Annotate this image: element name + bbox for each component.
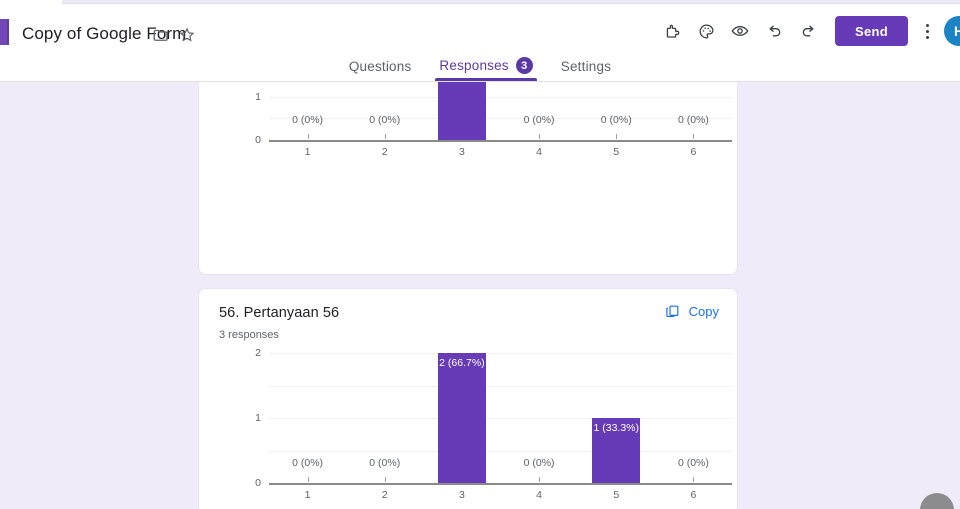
folder-icon[interactable] bbox=[152, 26, 170, 44]
star-icon[interactable] bbox=[178, 26, 196, 44]
x-axis-tick-mark bbox=[384, 134, 386, 139]
question-title: 56. Pertanyaan 56 bbox=[219, 305, 340, 321]
gridline bbox=[269, 118, 732, 120]
y-axis-tick-label: 0 bbox=[255, 477, 261, 489]
bar-value-label: 0 (0%) bbox=[523, 114, 555, 126]
tab-responses[interactable]: Responses 3 bbox=[425, 57, 546, 81]
x-axis-tick-mark bbox=[307, 477, 309, 482]
y-axis-tick-label: 1 bbox=[255, 412, 261, 424]
google-forms-logo-icon bbox=[0, 19, 9, 45]
x-axis-tick-label: 4 bbox=[536, 489, 542, 501]
bar-value-label: 0 (0%) bbox=[369, 457, 401, 469]
tab-settings-label: Settings bbox=[560, 59, 612, 74]
bar-value-label: 0 (0%) bbox=[369, 114, 401, 126]
plot-area: 01230 (0%)10 (0%)23 (100%)30 (0%)40 (0%)… bbox=[255, 82, 732, 158]
x-axis-line bbox=[269, 483, 732, 485]
page-title[interactable]: Copy of Google Form bbox=[22, 24, 187, 43]
y-axis-tick-label: 2 bbox=[255, 347, 261, 359]
x-axis-tick-mark bbox=[616, 134, 618, 139]
copy-icon bbox=[664, 303, 681, 320]
gridline bbox=[269, 96, 732, 98]
bar-value-label: 0 (0%) bbox=[292, 114, 324, 126]
x-axis-tick-label: 1 bbox=[304, 489, 311, 501]
y-axis-tick-label: 1 bbox=[255, 90, 261, 103]
preview-eye-icon[interactable] bbox=[723, 14, 757, 48]
send-button[interactable]: Send bbox=[835, 16, 908, 46]
addons-icon[interactable] bbox=[655, 14, 689, 48]
x-axis-tick-label: 5 bbox=[613, 146, 620, 158]
x-axis-tick-mark bbox=[384, 477, 386, 482]
bar-value-label: 0 (0%) bbox=[523, 457, 555, 469]
redo-icon[interactable] bbox=[791, 14, 825, 48]
responses-scroll-area[interactable]: 01230 (0%)10 (0%)23 (100%)30 (0%)40 (0%)… bbox=[0, 82, 960, 509]
bar[interactable] bbox=[592, 418, 641, 483]
x-axis-tick-label: 2 bbox=[381, 146, 388, 158]
x-axis-tick-mark bbox=[539, 477, 541, 482]
plot-area: 0 1 2 0 (0%) 1 0 (0%) 2 2 (66.7%) 3 0 (0%) 4 1 (33.… bbox=[255, 347, 732, 501]
bar-value-label: 0 (0%) bbox=[292, 457, 324, 469]
x-axis-tick-mark bbox=[693, 477, 695, 482]
x-axis-tick-mark bbox=[539, 134, 541, 139]
x-axis-line bbox=[269, 140, 732, 142]
x-axis-tick-label: 4 bbox=[536, 146, 542, 158]
bar-value-label: 0 (0%) bbox=[677, 457, 709, 469]
app-header: Copy of Google Form bbox=[0, 6, 960, 55]
y-axis-tick-label: 0 bbox=[255, 134, 261, 146]
x-axis-tick-label: 5 bbox=[613, 489, 620, 501]
bar-value-label: 0 (0%) bbox=[600, 114, 632, 126]
bar-value-label: 2 (66.7%) bbox=[439, 357, 485, 369]
undo-icon[interactable] bbox=[757, 14, 791, 48]
bar[interactable] bbox=[437, 353, 486, 483]
copy-label: Copy bbox=[688, 304, 719, 319]
bar-value-label: 1 (33.3%) bbox=[593, 422, 640, 434]
bar-chart: 01230 (0%)10 (0%)23 (100%)30 (0%)40 (0%)… bbox=[199, 82, 737, 158]
x-axis-tick-label: 6 bbox=[690, 146, 697, 158]
response-summary-card: 01230 (0%)10 (0%)23 (100%)30 (0%)40 (0%)… bbox=[198, 82, 738, 275]
x-axis-tick-label: 3 bbox=[458, 146, 465, 158]
top-chrome-strip bbox=[62, 0, 960, 4]
tab-settings[interactable]: Settings bbox=[547, 59, 625, 81]
x-axis-tick-label: 6 bbox=[690, 489, 697, 501]
tab-questions-label: Questions bbox=[348, 59, 412, 74]
gridline bbox=[269, 418, 732, 419]
more-options-icon[interactable] bbox=[914, 16, 940, 46]
copy-chart-button[interactable]: Copy bbox=[664, 303, 719, 320]
card-header: 56. Pertanyaan 56 3 responses Copy bbox=[199, 289, 737, 341]
x-axis-tick-mark bbox=[693, 134, 695, 139]
top-chrome-sliver bbox=[0, 0, 960, 6]
x-axis-tick-label: 2 bbox=[381, 489, 388, 501]
responses-count-badge: 3 bbox=[515, 57, 533, 74]
gridline bbox=[269, 385, 732, 387]
tab-bar: Questions Responses 3 Settings bbox=[0, 55, 960, 82]
x-axis-tick-mark bbox=[307, 134, 309, 139]
palette-icon[interactable] bbox=[689, 14, 723, 48]
gridline bbox=[269, 450, 732, 452]
floating-action-button[interactable] bbox=[920, 493, 954, 509]
x-axis-tick-label: 3 bbox=[458, 489, 465, 501]
tab-questions[interactable]: Questions bbox=[335, 59, 426, 81]
header-actions: Send H bbox=[655, 14, 960, 48]
bar-value-label: 0 (0%) bbox=[677, 114, 709, 126]
x-axis-tick-label: 1 bbox=[304, 146, 311, 158]
bar[interactable] bbox=[437, 82, 486, 140]
avatar[interactable]: H bbox=[944, 16, 960, 46]
bar-chart: 0 1 2 0 (0%) 1 0 (0%) 2 2 (66.7%) 3 0 (0%) 4 1 (33.… bbox=[199, 341, 737, 509]
gridline bbox=[269, 353, 732, 354]
response-summary-card: 56. Pertanyaan 56 3 responses Copy 0 1 2 0 … bbox=[198, 288, 738, 509]
response-count-label: 3 responses bbox=[219, 329, 279, 341]
tab-responses-label: Responses bbox=[439, 58, 509, 73]
